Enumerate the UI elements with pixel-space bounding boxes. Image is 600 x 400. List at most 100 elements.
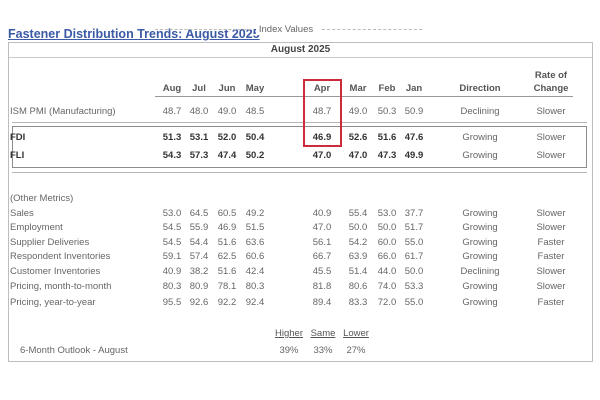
cell-value: 78.1 [217,281,237,292]
cell-value: 40.9 [312,208,332,219]
rate-cell: Slower [536,106,566,117]
column-header: Jul [192,83,206,94]
cell-value: 51.5 [245,222,265,233]
cell-value: 55.4 [348,208,368,219]
cell-value: 45.5 [312,266,332,277]
cell-value: 51.6 [217,237,237,248]
table-row: FLI 54.3 57.3 47.4 50.2 47.0 47.0 47.3 49.9 Growi… [0,149,600,162]
table-row: Sales 53.0 64.5 60.5 49.2 40.9 55.4 53.0 37.7 Gro… [0,207,600,220]
other-metrics-label: (Other Metrics) [10,193,74,204]
cell-value: 66.0 [377,251,397,262]
index-values-dash-right [322,29,422,30]
outlook-header-lower: Lower [343,328,369,339]
table-row: Respondent Inventories 59.1 57.4 62.5 60.6 66… [0,250,600,263]
direction-cell: Growing [462,132,498,143]
rate-cell: Slower [536,150,566,161]
cell-value: 56.1 [312,237,332,248]
cell-value: 52.6 [348,132,368,143]
table-row: Pricing, month-to-month 80.3 80.9 78.1 80.3 8… [0,280,600,293]
document-title: Fastener Distribution Trends: August 202… [8,27,260,41]
fdi-fli-box [12,126,587,168]
cell-value: 72.0 [377,297,397,308]
cell-value: 48.7 [162,106,182,117]
cell-value: 60.0 [377,237,397,248]
cell-value: 80.3 [162,281,182,292]
cell-value: 55.0 [404,237,424,248]
direction-cell: Declining [460,106,500,117]
table-frame: August 2025 [8,42,593,362]
cell-value: 80.9 [189,281,209,292]
month-header: August 2025 [9,43,592,58]
cell-value: 60.5 [217,208,237,219]
cell-value: 81.8 [312,281,332,292]
cell-value: 83.3 [348,297,368,308]
cell-value: 53.0 [377,208,397,219]
rate-cell: Slower [536,266,566,277]
index-values-label: Index Values [150,24,422,35]
row-label: Pricing, year-to-year [10,297,96,308]
cell-value: 53.1 [189,132,209,143]
row-label: Customer Inventories [10,266,101,277]
cell-value: 48.0 [189,106,209,117]
row-label: Employment [10,222,63,233]
row-label: FLI [10,150,25,161]
cell-value: 48.5 [245,106,265,117]
direction-cell: Growing [462,281,498,292]
column-header: Jan [405,83,423,94]
cell-value: 49.0 [348,106,368,117]
cell-value: 54.4 [189,237,209,248]
section-separator [12,172,587,173]
index-values-dash-left [155,29,251,30]
cell-value: 50.0 [348,222,368,233]
cell-value: 55.0 [404,297,424,308]
column-header: Feb [378,83,396,94]
rate-cell: Faster [537,237,565,248]
cell-value: 63.6 [245,237,265,248]
cell-value: 50.4 [245,132,265,143]
rate-cell: Slower [536,132,566,143]
cell-value: 38.2 [189,266,209,277]
direction-cell: Growing [462,251,498,262]
cell-value: 46.9 [312,132,332,143]
table-row: Pricing, year-to-year 95.5 92.6 92.2 92.4 89.… [0,296,600,309]
cell-value: 46.9 [217,222,237,233]
direction-cell: Growing [462,297,498,308]
cell-value: 89.4 [312,297,332,308]
cell-value: 49.2 [245,208,265,219]
cell-value: 40.9 [162,266,182,277]
table-row: Supplier Deliveries 54.5 54.4 51.6 63.6 56.1 5… [0,236,600,249]
rate-header-line1: Rate of [534,70,568,81]
table-row: ISM PMI (Manufacturing) 48.7 48.0 49.0 48.5 4… [0,105,600,118]
cell-value: 63.9 [348,251,368,262]
cell-value: 53.3 [404,281,424,292]
cell-value: 92.6 [189,297,209,308]
direction-cell: Growing [462,150,498,161]
cell-value: 57.4 [189,251,209,262]
cell-value: 59.1 [162,251,182,262]
cell-value: 57.3 [189,150,209,161]
outlook-value-higher: 39% [279,345,299,356]
cell-value: 47.4 [217,150,237,161]
cell-value: 54.3 [162,150,182,161]
column-header: Jun [218,83,236,94]
cell-value: 49.0 [217,106,237,117]
row-label: Respondent Inventories [10,251,111,262]
direction-cell: Growing [462,237,498,248]
cell-value: 50.2 [245,150,265,161]
cell-value: 47.6 [404,132,424,143]
row-label: Supplier Deliveries [10,237,90,248]
cell-value: 50.3 [377,106,397,117]
other-metrics-heading: (Other Metrics) [0,192,600,205]
april-highlight-box [303,79,342,147]
cell-value: 51.6 [377,132,397,143]
direction-cell: Declining [460,266,500,277]
column-header: Aug [162,83,182,94]
table-row: Employment 54.5 55.9 46.9 51.5 47.0 50.0 50.0 51… [0,221,600,234]
cell-value: 92.4 [245,297,265,308]
rate-header-line2: Change [533,83,569,94]
cell-value: 66.7 [312,251,332,262]
cell-value: 80.3 [245,281,265,292]
table-row: Customer Inventories 40.9 38.2 51.6 42.4 45.5… [0,265,600,278]
cell-value: 50.0 [377,222,397,233]
